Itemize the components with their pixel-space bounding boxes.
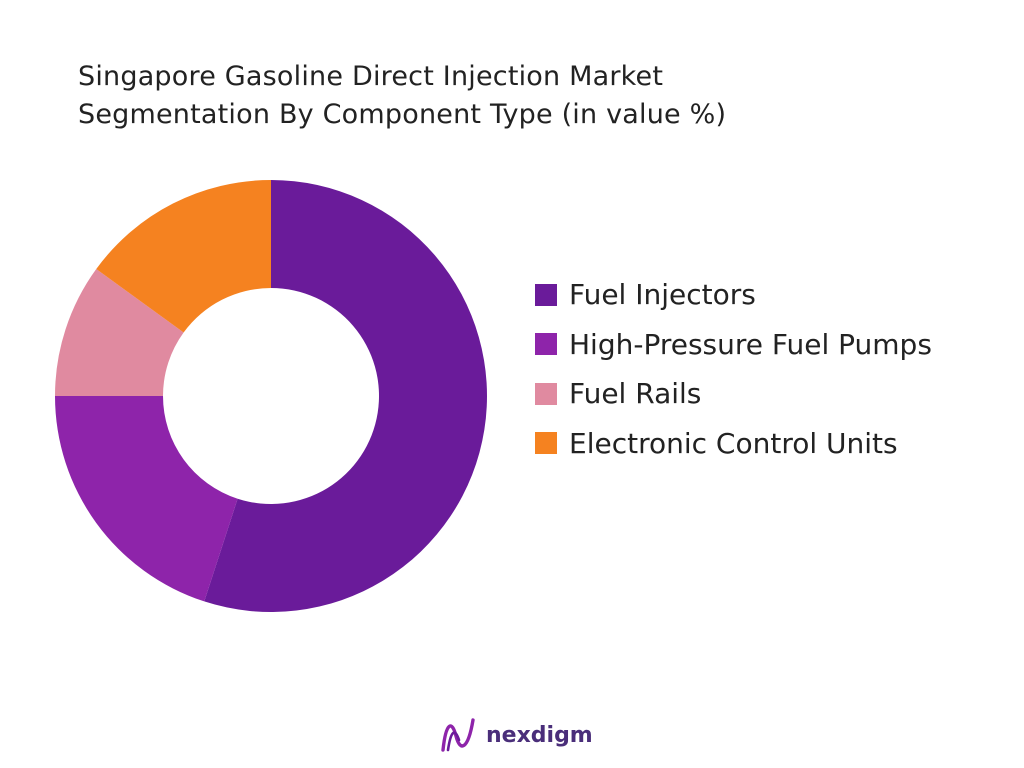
legend-label-electronic-control-units: Electronic Control Units	[569, 426, 898, 460]
legend-label-fuel-injectors: Fuel Injectors	[569, 278, 756, 312]
legend-label-high-pressure-fuel-pumps: High-Pressure Fuel Pumps	[569, 327, 932, 361]
legend-swatch-high-pressure-fuel-pumps	[535, 333, 557, 356]
donut-slice-high-pressure-fuel-pumps	[55, 396, 238, 602]
chart-title-line-1: Singapore Gasoline Direct Injection Mark…	[78, 61, 664, 92]
legend-label-fuel-rails: Fuel Rails	[569, 377, 702, 411]
donut-slice-fuel-injectors	[204, 180, 487, 612]
brand-footer: nexdigm	[440, 716, 593, 754]
legend-item-high-pressure-fuel-pumps: High-Pressure Fuel Pumps	[535, 320, 932, 370]
brand-name: nexdigm	[486, 722, 593, 748]
donut-slice-electronic-control-units	[96, 180, 272, 333]
wave-logo-icon	[441, 718, 475, 752]
chart-legend: Fuel Injectors High-Pressure Fuel Pumps …	[535, 270, 932, 468]
chart-title: Singapore Gasoline Direct Injection Mark…	[78, 58, 726, 134]
legend-item-fuel-injectors: Fuel Injectors	[535, 270, 932, 320]
legend-swatch-electronic-control-units	[535, 432, 557, 455]
legend-swatch-fuel-rails	[535, 382, 557, 405]
legend-item-fuel-rails: Fuel Rails	[535, 369, 932, 419]
legend-item-electronic-control-units: Electronic Control Units	[535, 419, 932, 469]
legend-swatch-fuel-injectors	[535, 283, 557, 306]
donut-slice-fuel-rails	[55, 269, 184, 396]
chart-title-line-2: Segmentation By Component Type (in value…	[78, 99, 727, 130]
